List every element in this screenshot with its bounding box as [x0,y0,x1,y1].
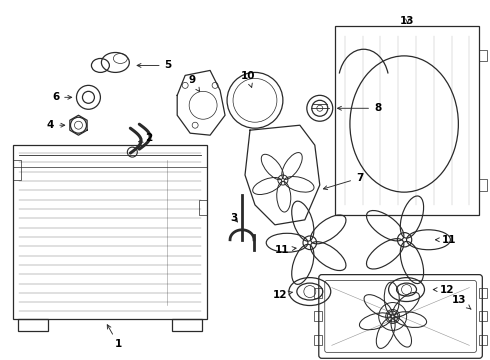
Text: 6: 6 [52,92,72,102]
Bar [479,311,488,321]
Bar [479,179,488,191]
Bar [314,311,322,321]
Text: 3: 3 [230,213,238,223]
Text: 2: 2 [139,133,152,143]
Bar [18,319,48,332]
Text: 5: 5 [137,60,172,71]
Bar [335,26,479,215]
Bar [479,288,488,298]
Bar [172,319,202,332]
Text: 12: 12 [272,289,293,300]
Text: 8: 8 [338,103,381,113]
Text: 11: 11 [275,245,296,255]
Text: 9: 9 [189,75,199,91]
Text: 11: 11 [436,235,457,245]
Bar [199,200,207,215]
Bar [13,145,207,319]
Text: 12: 12 [433,284,455,294]
Text: 7: 7 [323,173,364,190]
Text: 4: 4 [47,120,65,130]
Bar [314,336,322,345]
Text: 1: 1 [107,325,122,349]
Bar [314,288,322,298]
Text: 10: 10 [241,71,255,87]
Text: 13: 13 [400,15,415,26]
Text: 13: 13 [452,294,471,309]
Bar [13,160,21,180]
Bar [479,336,488,345]
Bar [479,50,488,62]
